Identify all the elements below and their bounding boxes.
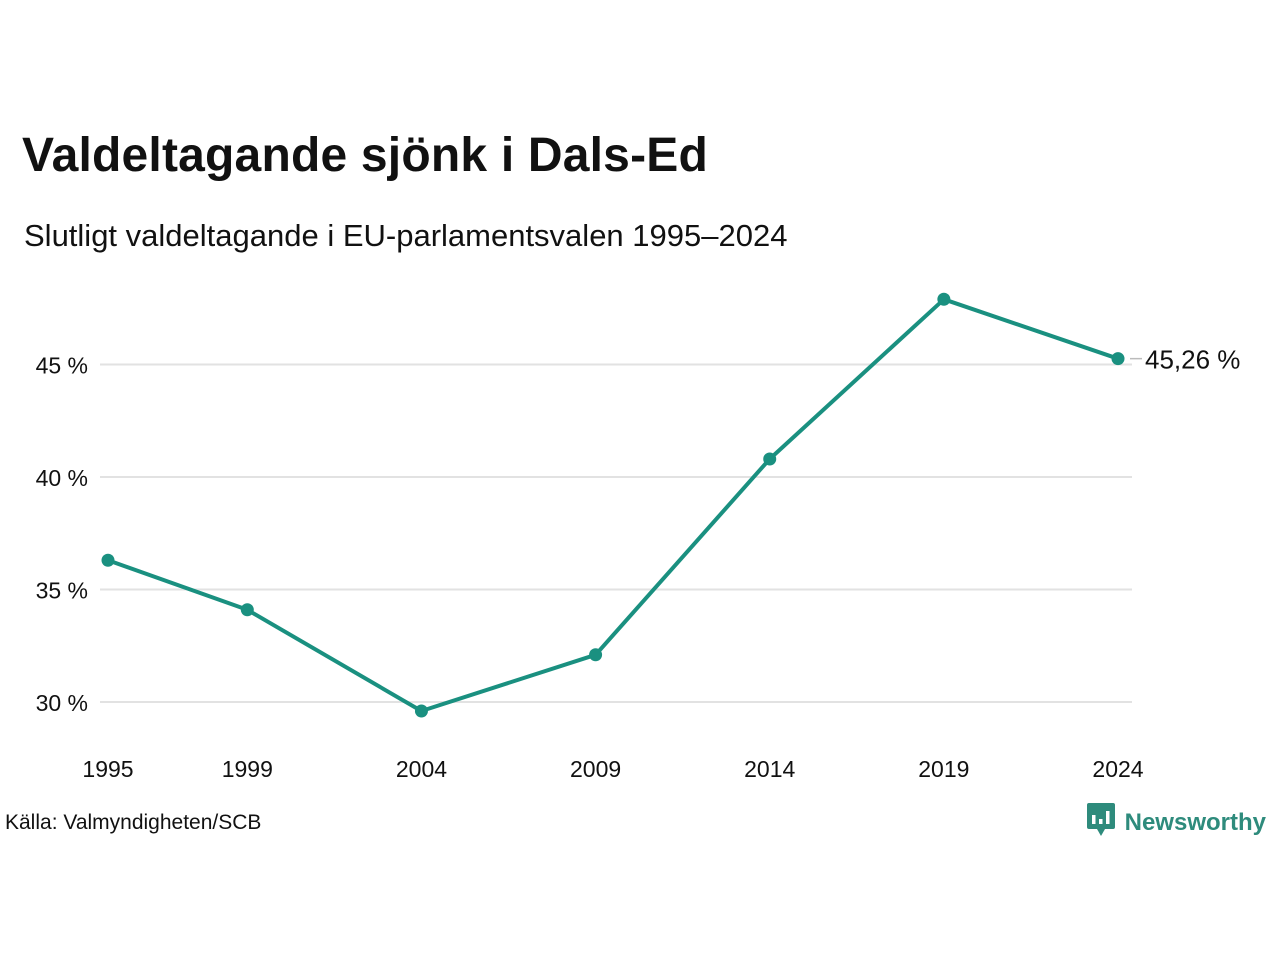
chart-subtitle: Slutligt valdeltagande i EU-parlamentsva… (24, 218, 788, 253)
y-tick-label: 45 % (36, 353, 88, 379)
bar-chart-speech-bubble-icon (1086, 803, 1115, 842)
source-note: Källa: Valmyndigheten/SCB (5, 811, 262, 834)
data-point (1111, 352, 1125, 366)
data-point (101, 553, 115, 567)
data-point (240, 603, 254, 617)
y-tick-label: 40 % (36, 465, 88, 491)
series-line (106, 297, 1120, 713)
chart-title: Valdeltagande sjönk i Dals-Ed (22, 129, 709, 182)
x-tick-label: 2024 (1092, 756, 1143, 782)
x-tick-label: 2009 (570, 756, 621, 782)
x-tick-label: 2004 (396, 756, 447, 782)
x-tick-label: 1999 (222, 756, 273, 782)
end-value-label: 45,26 % (1145, 345, 1240, 375)
y-tick-label: 35 % (36, 578, 88, 604)
x-tick-label: 1995 (82, 756, 133, 782)
brand-logo: Newsworthy (1086, 803, 1266, 842)
data-point (763, 452, 777, 466)
brand-name: Newsworthy (1124, 808, 1266, 836)
data-point (589, 648, 603, 662)
x-tick-label: 2019 (918, 756, 969, 782)
x-tick-label: 2014 (744, 756, 795, 782)
data-point (937, 292, 951, 306)
y-tick-label: 30 % (36, 690, 88, 716)
data-point (414, 704, 428, 718)
